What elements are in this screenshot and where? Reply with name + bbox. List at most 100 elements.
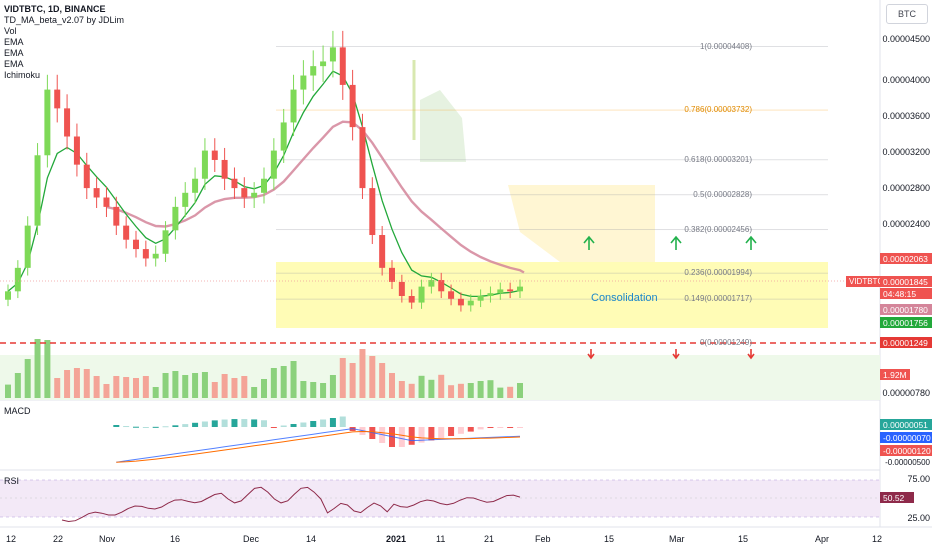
candle-body [251, 192, 258, 198]
resistance-tag: 0.00002063 [880, 253, 932, 264]
volume-bar [201, 372, 208, 398]
volume-bar [64, 370, 71, 398]
symbol-title: VIDTBTC, 1D, BINANCE [4, 4, 106, 14]
macd-hist-bar [152, 426, 159, 428]
candle-body [398, 281, 405, 296]
fib-levels [276, 46, 828, 300]
candle-body [448, 291, 455, 299]
candle-body [14, 267, 21, 292]
volume-bar [438, 374, 445, 398]
volume-bar [93, 376, 100, 398]
macd-signal-line [116, 430, 521, 463]
indicator-name: TD_MA_beta_v2.07 by JDLim [4, 15, 125, 25]
candle-body [428, 280, 435, 287]
volume-bar [261, 379, 267, 398]
time-label: 12 [6, 534, 17, 544]
volume-bar [83, 369, 90, 398]
candle-body [113, 206, 120, 226]
legend-ichimoku[interactable]: Ichimoku [4, 70, 41, 80]
candle-body [408, 295, 415, 303]
volume-bar [251, 387, 258, 398]
candle-body [457, 298, 464, 306]
candle-body [123, 225, 130, 240]
macd-histogram [113, 416, 523, 447]
candle-body [349, 84, 356, 128]
macd-hist-bar [320, 419, 327, 427]
candle-body [241, 188, 248, 198]
volume-bar [44, 340, 51, 398]
rsi-band [0, 480, 880, 517]
candle-body [270, 150, 277, 179]
support-tag: 0.00001249 [880, 337, 932, 348]
candle-body [54, 89, 61, 109]
volume-bar [192, 373, 199, 398]
rsi-line [61, 486, 521, 523]
macd-hist-bar [448, 427, 455, 436]
candle-body [24, 225, 31, 268]
arrow-up-icon [745, 235, 757, 250]
candle-body [182, 192, 189, 207]
volume-bar [241, 376, 248, 398]
fib-label: 0.5(0.00002828) [693, 189, 752, 199]
volume-bar [14, 373, 21, 398]
macd-hist-bar [231, 419, 238, 427]
time-label: 2021 [386, 534, 407, 544]
volume-bar [24, 359, 31, 398]
candle-body [517, 286, 523, 292]
candle-body [133, 239, 139, 250]
rsi-axis-label: 75.00 [907, 474, 930, 484]
macd-axis-label: -0.00000500 [885, 458, 930, 467]
macd-hist-bar [497, 427, 504, 428]
candle-body [418, 286, 425, 303]
legend-ema[interactable]: EMA [4, 48, 24, 58]
volume-bar [329, 375, 336, 398]
macd-title[interactable]: MACD [4, 406, 31, 416]
volume-bar [448, 385, 455, 398]
time-label: 12 [872, 534, 883, 544]
macd-hist-bar [162, 426, 169, 428]
volume-bar [270, 368, 277, 398]
volume-bar [369, 356, 376, 398]
candle-body [231, 178, 238, 189]
candle-body [497, 289, 504, 294]
macd-hist-bar [192, 422, 199, 427]
macd-hist-bar [507, 427, 514, 428]
price-axis-label: 0.00002800 [882, 183, 930, 193]
legend-ema[interactable]: EMA [4, 37, 24, 47]
macd-signal-tag: -0.00000120 [880, 445, 932, 456]
volume-bar [73, 368, 80, 398]
macd-hist-bar [300, 422, 307, 427]
volume-bar [428, 379, 435, 398]
currency-badge[interactable]: BTC [886, 4, 928, 24]
macd-hist-bar [123, 426, 130, 428]
volume-bar [517, 383, 523, 398]
arrow-up-icon [670, 235, 682, 250]
time-label: Feb [535, 534, 551, 544]
candle-body [359, 127, 366, 189]
volume-bar [5, 384, 11, 398]
chart-legend: VIDTBTC, 1D, BINANCE TD_MA_beta_v2.07 by… [4, 4, 124, 81]
candle-body [389, 267, 395, 282]
volume-bar [142, 376, 149, 398]
volume-bar [507, 386, 514, 398]
symbol-name-tag: VIDTBTC [846, 276, 887, 287]
rsi-title[interactable]: RSI [4, 476, 20, 486]
candle-body [221, 159, 228, 179]
volume-bar [389, 373, 395, 398]
candle-body [5, 291, 11, 300]
candle-body [329, 47, 336, 62]
time-label: 16 [170, 534, 181, 544]
projection-cloud [508, 185, 655, 262]
candle-body [379, 235, 386, 268]
legend-vol[interactable]: Vol [4, 26, 17, 36]
candle-body [211, 150, 218, 160]
volume-bar [231, 378, 238, 398]
candle-body [83, 164, 90, 189]
candle-body [172, 206, 179, 231]
fib-label: 0.618(0.00003201) [684, 154, 752, 164]
legend-ema[interactable]: EMA [4, 59, 24, 69]
arrow-down-icon [747, 349, 755, 360]
macd-hist-bar [133, 426, 139, 428]
